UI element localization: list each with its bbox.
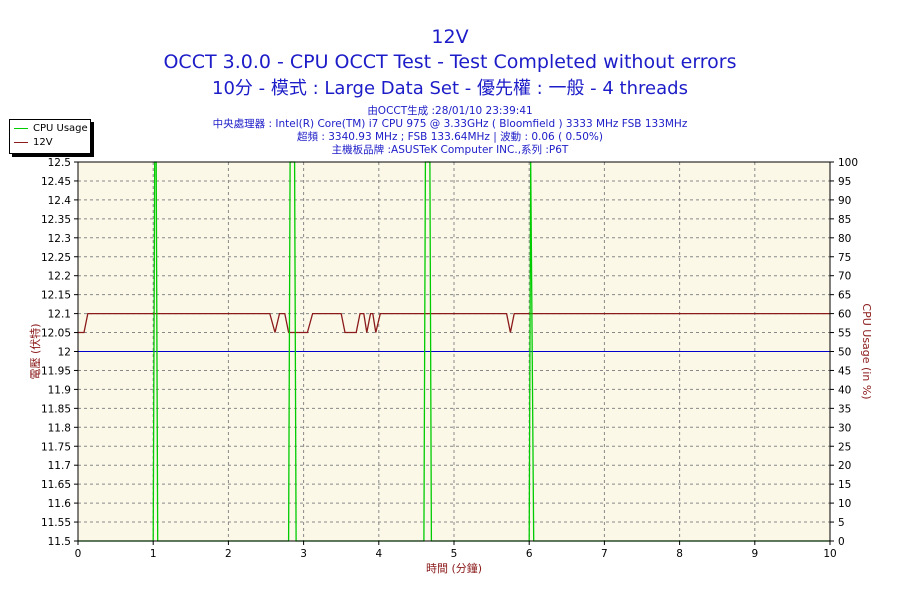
chart-subtitle-2: 10分 - 模式 : Large Data Set - 優先權 : 一般 - 4… bbox=[212, 78, 688, 99]
chart-title: 12V bbox=[431, 26, 469, 48]
x-tick-label: 4 bbox=[375, 548, 382, 560]
y2-axis-label: CPU Usage (in %) bbox=[860, 303, 873, 399]
y2-tick-label: 65 bbox=[838, 290, 851, 302]
y-tick-label: 12 bbox=[58, 347, 71, 359]
y2-tick-label: 90 bbox=[838, 195, 851, 207]
y-tick-label: 11.65 bbox=[41, 479, 71, 491]
y2-tick-label: 0 bbox=[838, 536, 845, 548]
y-tick-label: 12.35 bbox=[41, 214, 71, 226]
x-tick-label: 10 bbox=[823, 548, 836, 560]
y-tick-label: 12.1 bbox=[48, 309, 71, 321]
y-tick-label: 11.9 bbox=[48, 384, 71, 396]
y-tick-label: 11.6 bbox=[48, 498, 72, 510]
y2-tick-label: 45 bbox=[838, 365, 851, 377]
y2-tick-label: 95 bbox=[838, 176, 851, 188]
y-axis-label: 電壓 (伏特) bbox=[28, 323, 42, 379]
x-tick-label: 8 bbox=[676, 548, 683, 560]
x-tick-label: 9 bbox=[751, 548, 758, 560]
series-line-12v bbox=[78, 312, 830, 334]
x-tick-label: 1 bbox=[150, 548, 157, 560]
y-tick-label: 12.3 bbox=[48, 233, 71, 245]
x-tick-label: 6 bbox=[526, 548, 533, 560]
y-tick-label: 11.8 bbox=[48, 422, 71, 434]
y2-tick-label: 20 bbox=[838, 460, 851, 472]
y-tick-label: 11.55 bbox=[41, 517, 71, 529]
y2-tick-label: 40 bbox=[838, 384, 851, 396]
y-tick-label: 11.5 bbox=[48, 536, 71, 548]
info-line-overclock: 超頻 : 3340.93 MHz ; FSB 133.64MHz | 波動 : … bbox=[297, 131, 603, 143]
y2-tick-label: 100 bbox=[838, 157, 858, 169]
y2-tick-label: 35 bbox=[838, 403, 851, 415]
y2-tick-label: 30 bbox=[838, 422, 851, 434]
y2-tick-label: 60 bbox=[838, 309, 851, 321]
chart-legend: CPU Usage 12V bbox=[9, 119, 91, 154]
y-tick-label: 12.2 bbox=[48, 271, 71, 283]
y2-tick-label: 55 bbox=[838, 328, 851, 340]
y-tick-label: 11.85 bbox=[41, 403, 71, 415]
legend-label-cpu-usage: CPU Usage bbox=[33, 123, 88, 134]
y2-tick-label: 80 bbox=[838, 233, 851, 245]
legend-item-cpu-usage: CPU Usage bbox=[14, 122, 88, 135]
info-line-motherboard: 主機板品牌 :ASUSTeK Computer INC.,系列 :P6T bbox=[331, 144, 569, 156]
y2-tick-label: 70 bbox=[838, 271, 851, 283]
y-tick-label: 12.05 bbox=[41, 328, 71, 340]
y2-tick-label: 75 bbox=[838, 252, 851, 264]
y-tick-label: 11.95 bbox=[41, 365, 71, 377]
y2-tick-label: 85 bbox=[838, 214, 851, 226]
y-tick-label: 12.4 bbox=[48, 195, 72, 207]
x-tick-label: 0 bbox=[75, 548, 82, 560]
y2-tick-label: 25 bbox=[838, 441, 851, 453]
y2-tick-label: 5 bbox=[838, 517, 845, 529]
y2-tick-label: 15 bbox=[838, 479, 851, 491]
y-tick-label: 11.7 bbox=[48, 460, 71, 472]
legend-label-12v: 12V bbox=[33, 137, 53, 148]
y-tick-label: 12.25 bbox=[41, 252, 71, 264]
x-tick-label: 2 bbox=[225, 548, 232, 560]
y-tick-label: 12.15 bbox=[41, 290, 71, 302]
info-line-generated: 由OCCT生成 :28/01/10 23:39:41 bbox=[367, 105, 533, 117]
chart-subtitle: OCCT 3.0.0 - CPU OCCT Test - Test Comple… bbox=[163, 51, 737, 73]
y2-tick-label: 10 bbox=[838, 498, 851, 510]
x-tick-label: 5 bbox=[451, 548, 458, 560]
y-tick-label: 12.5 bbox=[48, 157, 71, 169]
x-axis-label: 時間 (分鐘) bbox=[426, 561, 482, 575]
y2-tick-label: 50 bbox=[838, 347, 851, 359]
y-tick-label: 11.75 bbox=[41, 441, 71, 453]
legend-item-12v: 12V bbox=[14, 136, 53, 149]
x-tick-label: 3 bbox=[300, 548, 307, 560]
info-line-cpu: 中央處理器 : Intel(R) Core(TM) i7 CPU 975 @ 3… bbox=[212, 118, 688, 130]
legend-swatch-cpu-usage bbox=[14, 128, 28, 129]
legend-swatch-12v bbox=[14, 142, 28, 143]
y-tick-label: 12.45 bbox=[41, 176, 71, 188]
x-tick-label: 7 bbox=[601, 548, 608, 560]
